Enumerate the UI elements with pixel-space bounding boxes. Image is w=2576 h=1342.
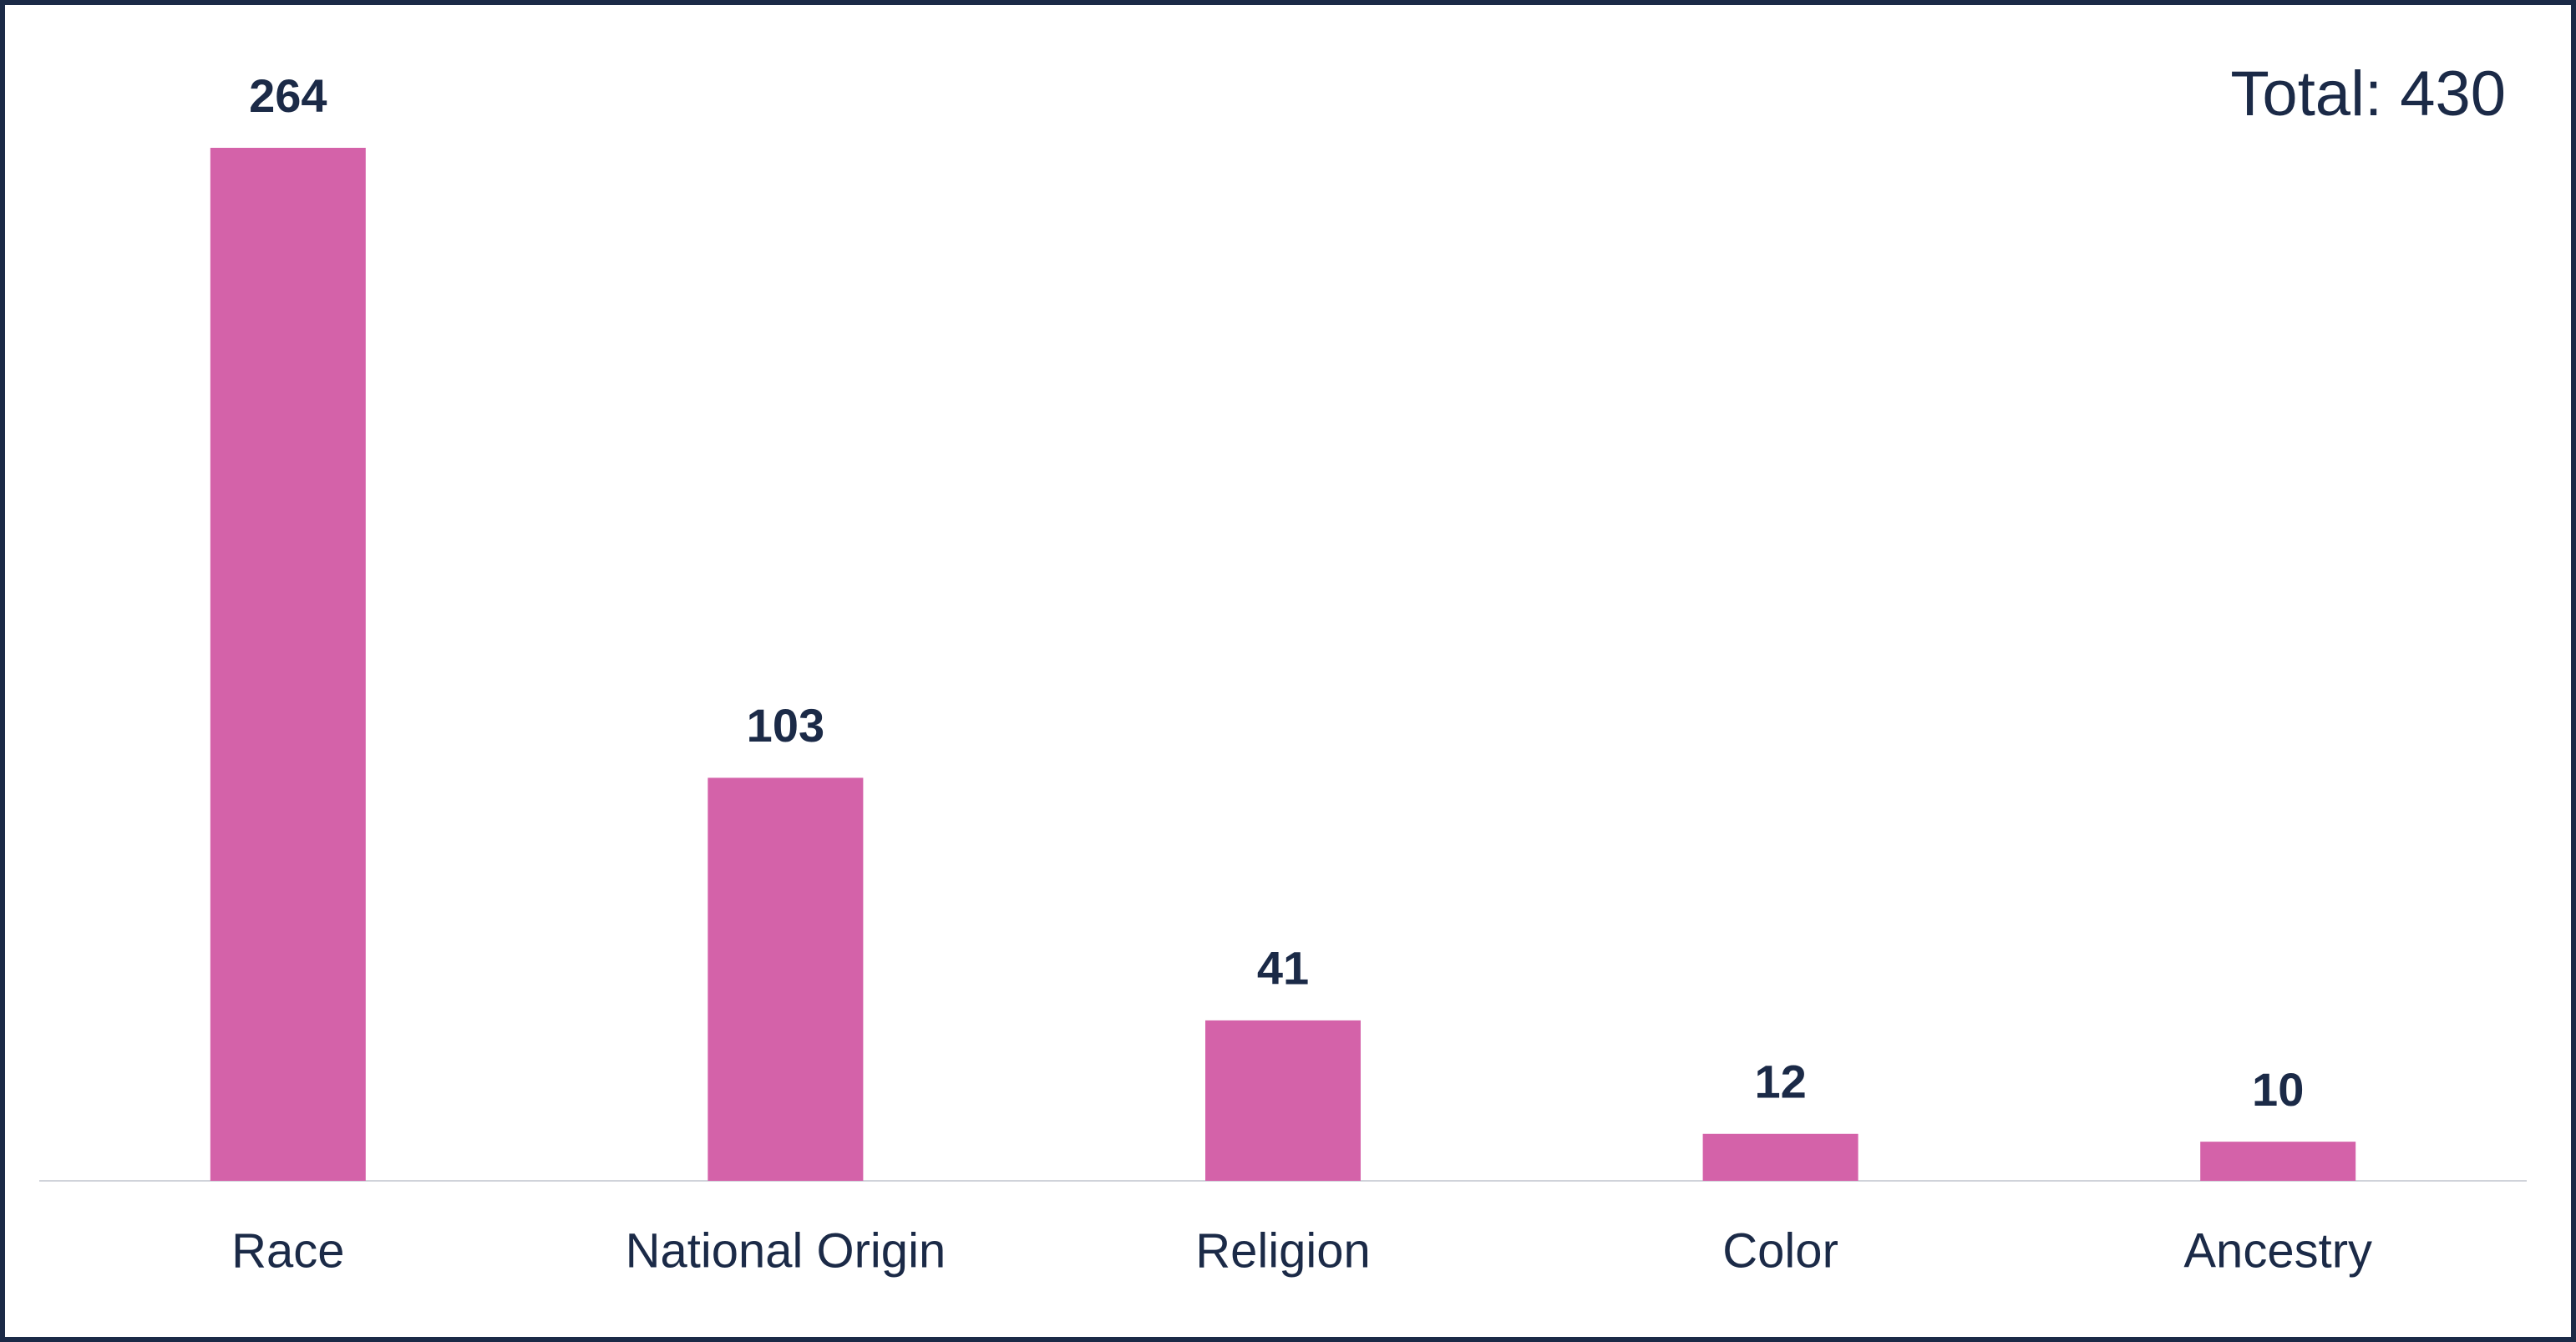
bar bbox=[707, 777, 864, 1181]
value-label: 264 bbox=[249, 69, 327, 122]
bar bbox=[210, 148, 366, 1181]
total-annotation: Total: 430 bbox=[2230, 58, 2506, 129]
x-tick-label: Color bbox=[1722, 1223, 1838, 1278]
value-label: 10 bbox=[2252, 1063, 2304, 1116]
bar bbox=[2200, 1142, 2356, 1181]
bar bbox=[1205, 1020, 1361, 1181]
value-label: 41 bbox=[1257, 942, 1309, 995]
x-tick-label: Race bbox=[231, 1223, 344, 1278]
x-tick-label: Ancestry bbox=[2183, 1223, 2372, 1278]
x-tick-label: National Origin bbox=[626, 1223, 946, 1278]
value-label: 12 bbox=[1754, 1056, 1806, 1108]
value-label: 103 bbox=[747, 699, 824, 752]
x-tick-label: Religion bbox=[1195, 1223, 1371, 1278]
bar bbox=[1702, 1133, 1858, 1181]
